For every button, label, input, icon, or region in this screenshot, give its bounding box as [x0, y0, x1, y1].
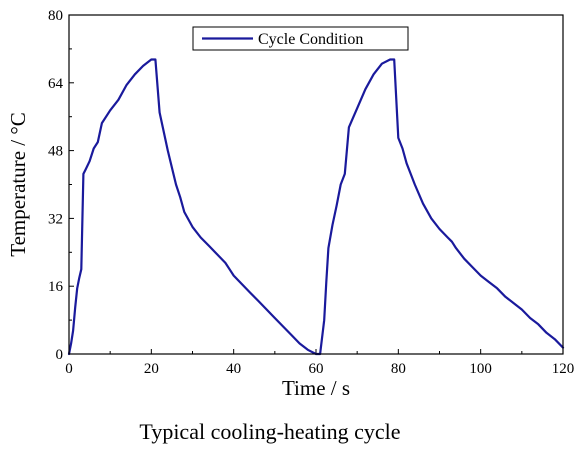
- x-tick-label: 60: [309, 361, 324, 377]
- legend-box: [192, 26, 409, 51]
- legend-label: Cycle Condition: [258, 31, 363, 48]
- plot-frame: [68, 14, 564, 355]
- legend: Cycle Condition: [192, 26, 409, 51]
- x-axis-title: Time / s: [282, 376, 350, 400]
- y-tick-label: 0: [56, 347, 64, 363]
- ticks-layer: 0 20 40 60 80 100 120 0 16 32 48 64 80: [48, 8, 574, 377]
- x-tick-label: 40: [226, 361, 241, 377]
- y-tick-label: 64: [48, 76, 64, 92]
- x-tick-label: 20: [144, 361, 159, 377]
- x-tick-label: 120: [552, 361, 575, 377]
- x-tick-label: 100: [469, 361, 492, 377]
- y-tick-label: 32: [48, 211, 63, 227]
- series-line-0: [67, 58, 565, 356]
- x-tick-label: 0: [65, 361, 73, 377]
- series-layer: [67, 58, 565, 356]
- x-tick-label: 80: [391, 361, 406, 377]
- y-axis-title: Temperature / °C: [6, 112, 30, 257]
- y-tick-label: 48: [48, 144, 63, 160]
- y-tick-label: 16: [48, 279, 64, 295]
- y-tick-label: 80: [48, 8, 63, 24]
- figure-caption: Typical cooling-heating cycle: [139, 419, 400, 444]
